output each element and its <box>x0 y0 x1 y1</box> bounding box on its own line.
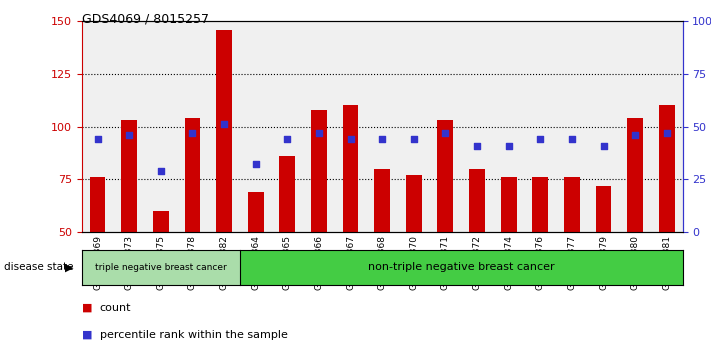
Bar <box>596 185 611 232</box>
Text: ▶: ▶ <box>65 262 73 272</box>
Bar <box>279 156 295 232</box>
Point <box>345 136 356 142</box>
Bar <box>122 120 137 232</box>
Bar <box>564 177 579 232</box>
Text: GDS4069 / 8015257: GDS4069 / 8015257 <box>82 12 209 25</box>
Point <box>598 143 609 148</box>
Bar <box>240 250 683 285</box>
Point <box>471 143 483 148</box>
Point <box>124 132 135 138</box>
Bar <box>627 118 643 232</box>
Text: non-triple negative breast cancer: non-triple negative breast cancer <box>368 262 555 272</box>
Text: ■: ■ <box>82 330 92 339</box>
Text: triple negative breast cancer: triple negative breast cancer <box>95 263 227 272</box>
Bar <box>216 30 232 232</box>
Point <box>218 122 230 127</box>
Bar <box>659 105 675 232</box>
Point <box>439 130 451 136</box>
Point <box>155 168 166 173</box>
Text: ■: ■ <box>82 303 92 313</box>
Bar <box>533 177 548 232</box>
Point <box>282 136 293 142</box>
Point <box>535 136 546 142</box>
Text: disease state: disease state <box>4 262 73 272</box>
Point <box>408 136 419 142</box>
Bar <box>406 175 422 232</box>
Point <box>629 132 641 138</box>
Bar <box>501 177 517 232</box>
Bar <box>343 105 358 232</box>
Bar <box>247 192 264 232</box>
Bar <box>90 177 105 232</box>
Bar <box>311 110 327 232</box>
Point <box>377 136 388 142</box>
Point <box>250 162 262 167</box>
Point <box>566 136 577 142</box>
Text: count: count <box>100 303 131 313</box>
Bar <box>82 250 240 285</box>
Point <box>661 130 673 136</box>
Point <box>503 143 514 148</box>
Bar <box>437 120 454 232</box>
Bar <box>374 169 390 232</box>
Point <box>314 130 325 136</box>
Bar <box>185 118 201 232</box>
Bar <box>469 169 485 232</box>
Bar <box>153 211 169 232</box>
Point <box>187 130 198 136</box>
Text: percentile rank within the sample: percentile rank within the sample <box>100 330 287 339</box>
Point <box>92 136 103 142</box>
